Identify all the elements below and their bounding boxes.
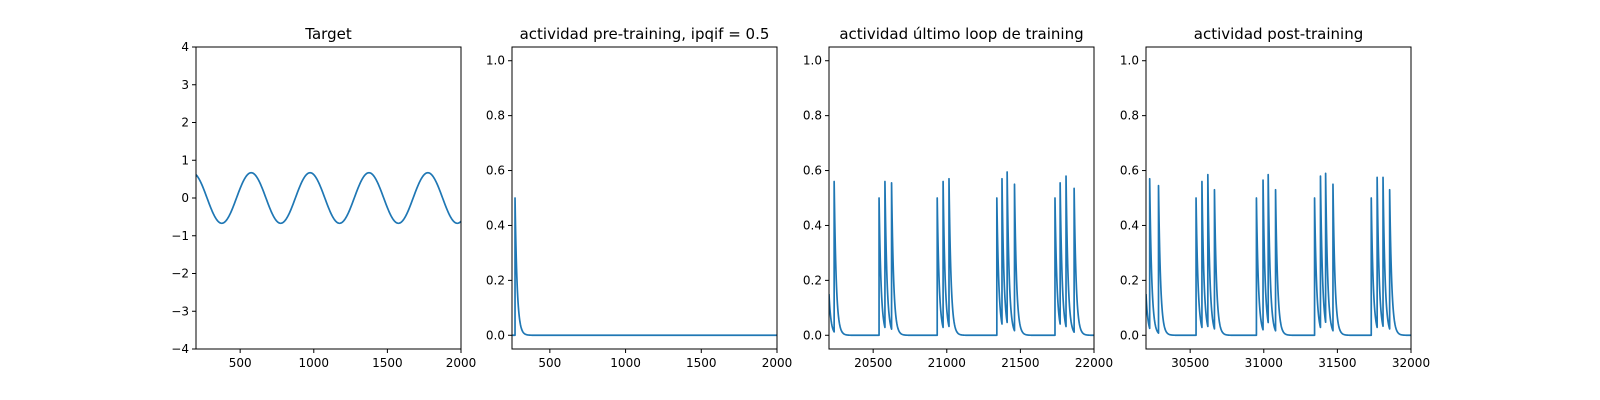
y-tick-label: −1	[171, 229, 189, 243]
y-tick-label: 1	[181, 153, 189, 167]
x-tick-label: 22000	[1075, 356, 1113, 370]
x-tick-label: 21500	[1001, 356, 1039, 370]
axes-frame	[828, 46, 1095, 350]
y-tick-label: 1.0	[1120, 54, 1139, 68]
x-tick-label: 32000	[1392, 356, 1430, 370]
series-line-1	[196, 171, 461, 225]
chart-panel-1: Target 500 1000 1500 2000 −4 −3 −2 −1 0 1 2 3 4	[171, 25, 476, 370]
x-tick-label: 500	[229, 356, 252, 370]
y-tick-label: −4	[171, 342, 189, 356]
y-tick-label: 1.0	[486, 54, 505, 68]
chart-title: Target	[304, 25, 352, 43]
series-line-1	[1146, 172, 1411, 337]
chart-title: actividad último loop de training	[839, 25, 1083, 43]
x-tick-label: 1000	[610, 356, 641, 370]
y-tick-label: 3	[181, 78, 189, 92]
y-tick-label: −3	[171, 304, 189, 318]
x-tick-label: 30500	[1171, 356, 1209, 370]
x-tick-label: 2000	[762, 356, 793, 370]
y-tick-label: 0.4	[1120, 218, 1139, 232]
chart-panel-3: actividad último loop de training 20500 21…	[803, 25, 1113, 370]
y-tick-label: 0.6	[803, 164, 822, 178]
x-tick-label: 500	[538, 356, 561, 370]
x-tick-label: 31000	[1245, 356, 1283, 370]
y-tick-label: 0.2	[1120, 273, 1139, 287]
chart-title: actividad post-training	[1194, 25, 1363, 43]
x-tick-label: 31500	[1318, 356, 1356, 370]
chart-title: actividad pre-training, ipqif = 0.5	[520, 25, 770, 43]
y-tick-label: 0.4	[803, 218, 822, 232]
x-tick-label: 2000	[446, 356, 477, 370]
y-tick-label: 0.6	[1120, 164, 1139, 178]
y-tick-label: 0.0	[1120, 328, 1139, 342]
y-tick-label: −2	[171, 267, 189, 281]
chart-panel-4: actividad post-training 30500 31000 31500 32…	[1120, 25, 1430, 370]
x-tick-label: 1500	[686, 356, 717, 370]
y-tick-label: 0.8	[1120, 109, 1139, 123]
x-tick-label: 1500	[372, 356, 403, 370]
series-line-1	[512, 197, 777, 337]
y-tick-label: 0.6	[486, 164, 505, 178]
x-tick-label: 1000	[299, 356, 330, 370]
axes-frame	[511, 46, 778, 350]
y-tick-label: 0.8	[803, 109, 822, 123]
y-tick-label: 1.0	[803, 54, 822, 68]
y-tick-label: 0.2	[803, 273, 822, 287]
y-tick-label: 0.8	[486, 109, 505, 123]
chart-panel-2: actividad pre-training, ipqif = 0.5 500 10…	[486, 25, 792, 370]
y-tick-label: 4	[181, 40, 189, 54]
series-line-1	[829, 171, 1094, 337]
x-tick-label: 20500	[854, 356, 892, 370]
axes-frame	[1145, 46, 1412, 350]
y-tick-label: 0.0	[486, 328, 505, 342]
y-tick-label: 0	[181, 191, 189, 205]
x-tick-label: 21000	[928, 356, 966, 370]
y-tick-label: 0.2	[486, 273, 505, 287]
y-tick-label: 2	[181, 116, 189, 130]
y-tick-label: 0.0	[803, 328, 822, 342]
y-tick-label: 0.4	[486, 218, 505, 232]
